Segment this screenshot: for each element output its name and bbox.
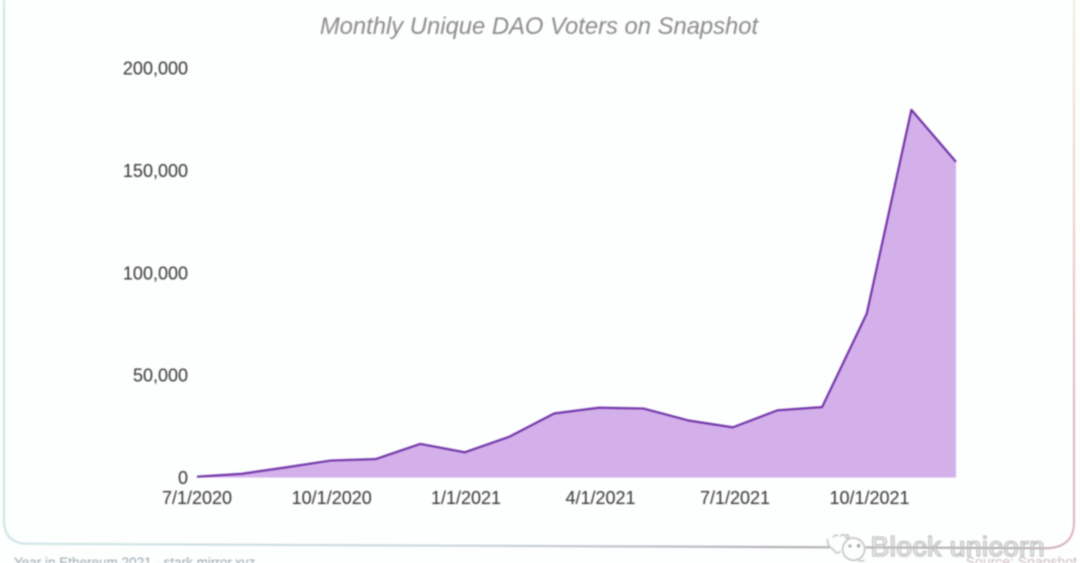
svg-text:Source: Snapshot: Source: Snapshot — [966, 554, 1077, 563]
svg-text:4/1/2021: 4/1/2021 — [565, 488, 635, 508]
svg-text:0: 0 — [178, 468, 188, 488]
svg-text:200,000: 200,000 — [123, 59, 188, 79]
svg-text:7/1/2020: 7/1/2020 — [162, 488, 232, 508]
svg-text:50,000: 50,000 — [133, 366, 188, 386]
svg-text:7/1/2021: 7/1/2021 — [700, 488, 770, 508]
svg-text:Year in Ethereum 2021 - stark: Year in Ethereum 2021 - stark mirror.xyz — [14, 555, 255, 563]
svg-text:Monthly Unique DAO Voters on S: Monthly Unique DAO Voters on Snapshot — [320, 13, 760, 40]
svg-text:1/1/2021: 1/1/2021 — [431, 488, 501, 508]
svg-text:Block unicorn: Block unicorn — [871, 531, 1046, 562]
svg-text:10/1/2020: 10/1/2020 — [292, 488, 372, 508]
svg-text:150,000: 150,000 — [123, 161, 188, 181]
svg-text:100,000: 100,000 — [123, 263, 188, 283]
svg-text:10/1/2021: 10/1/2021 — [829, 488, 909, 508]
